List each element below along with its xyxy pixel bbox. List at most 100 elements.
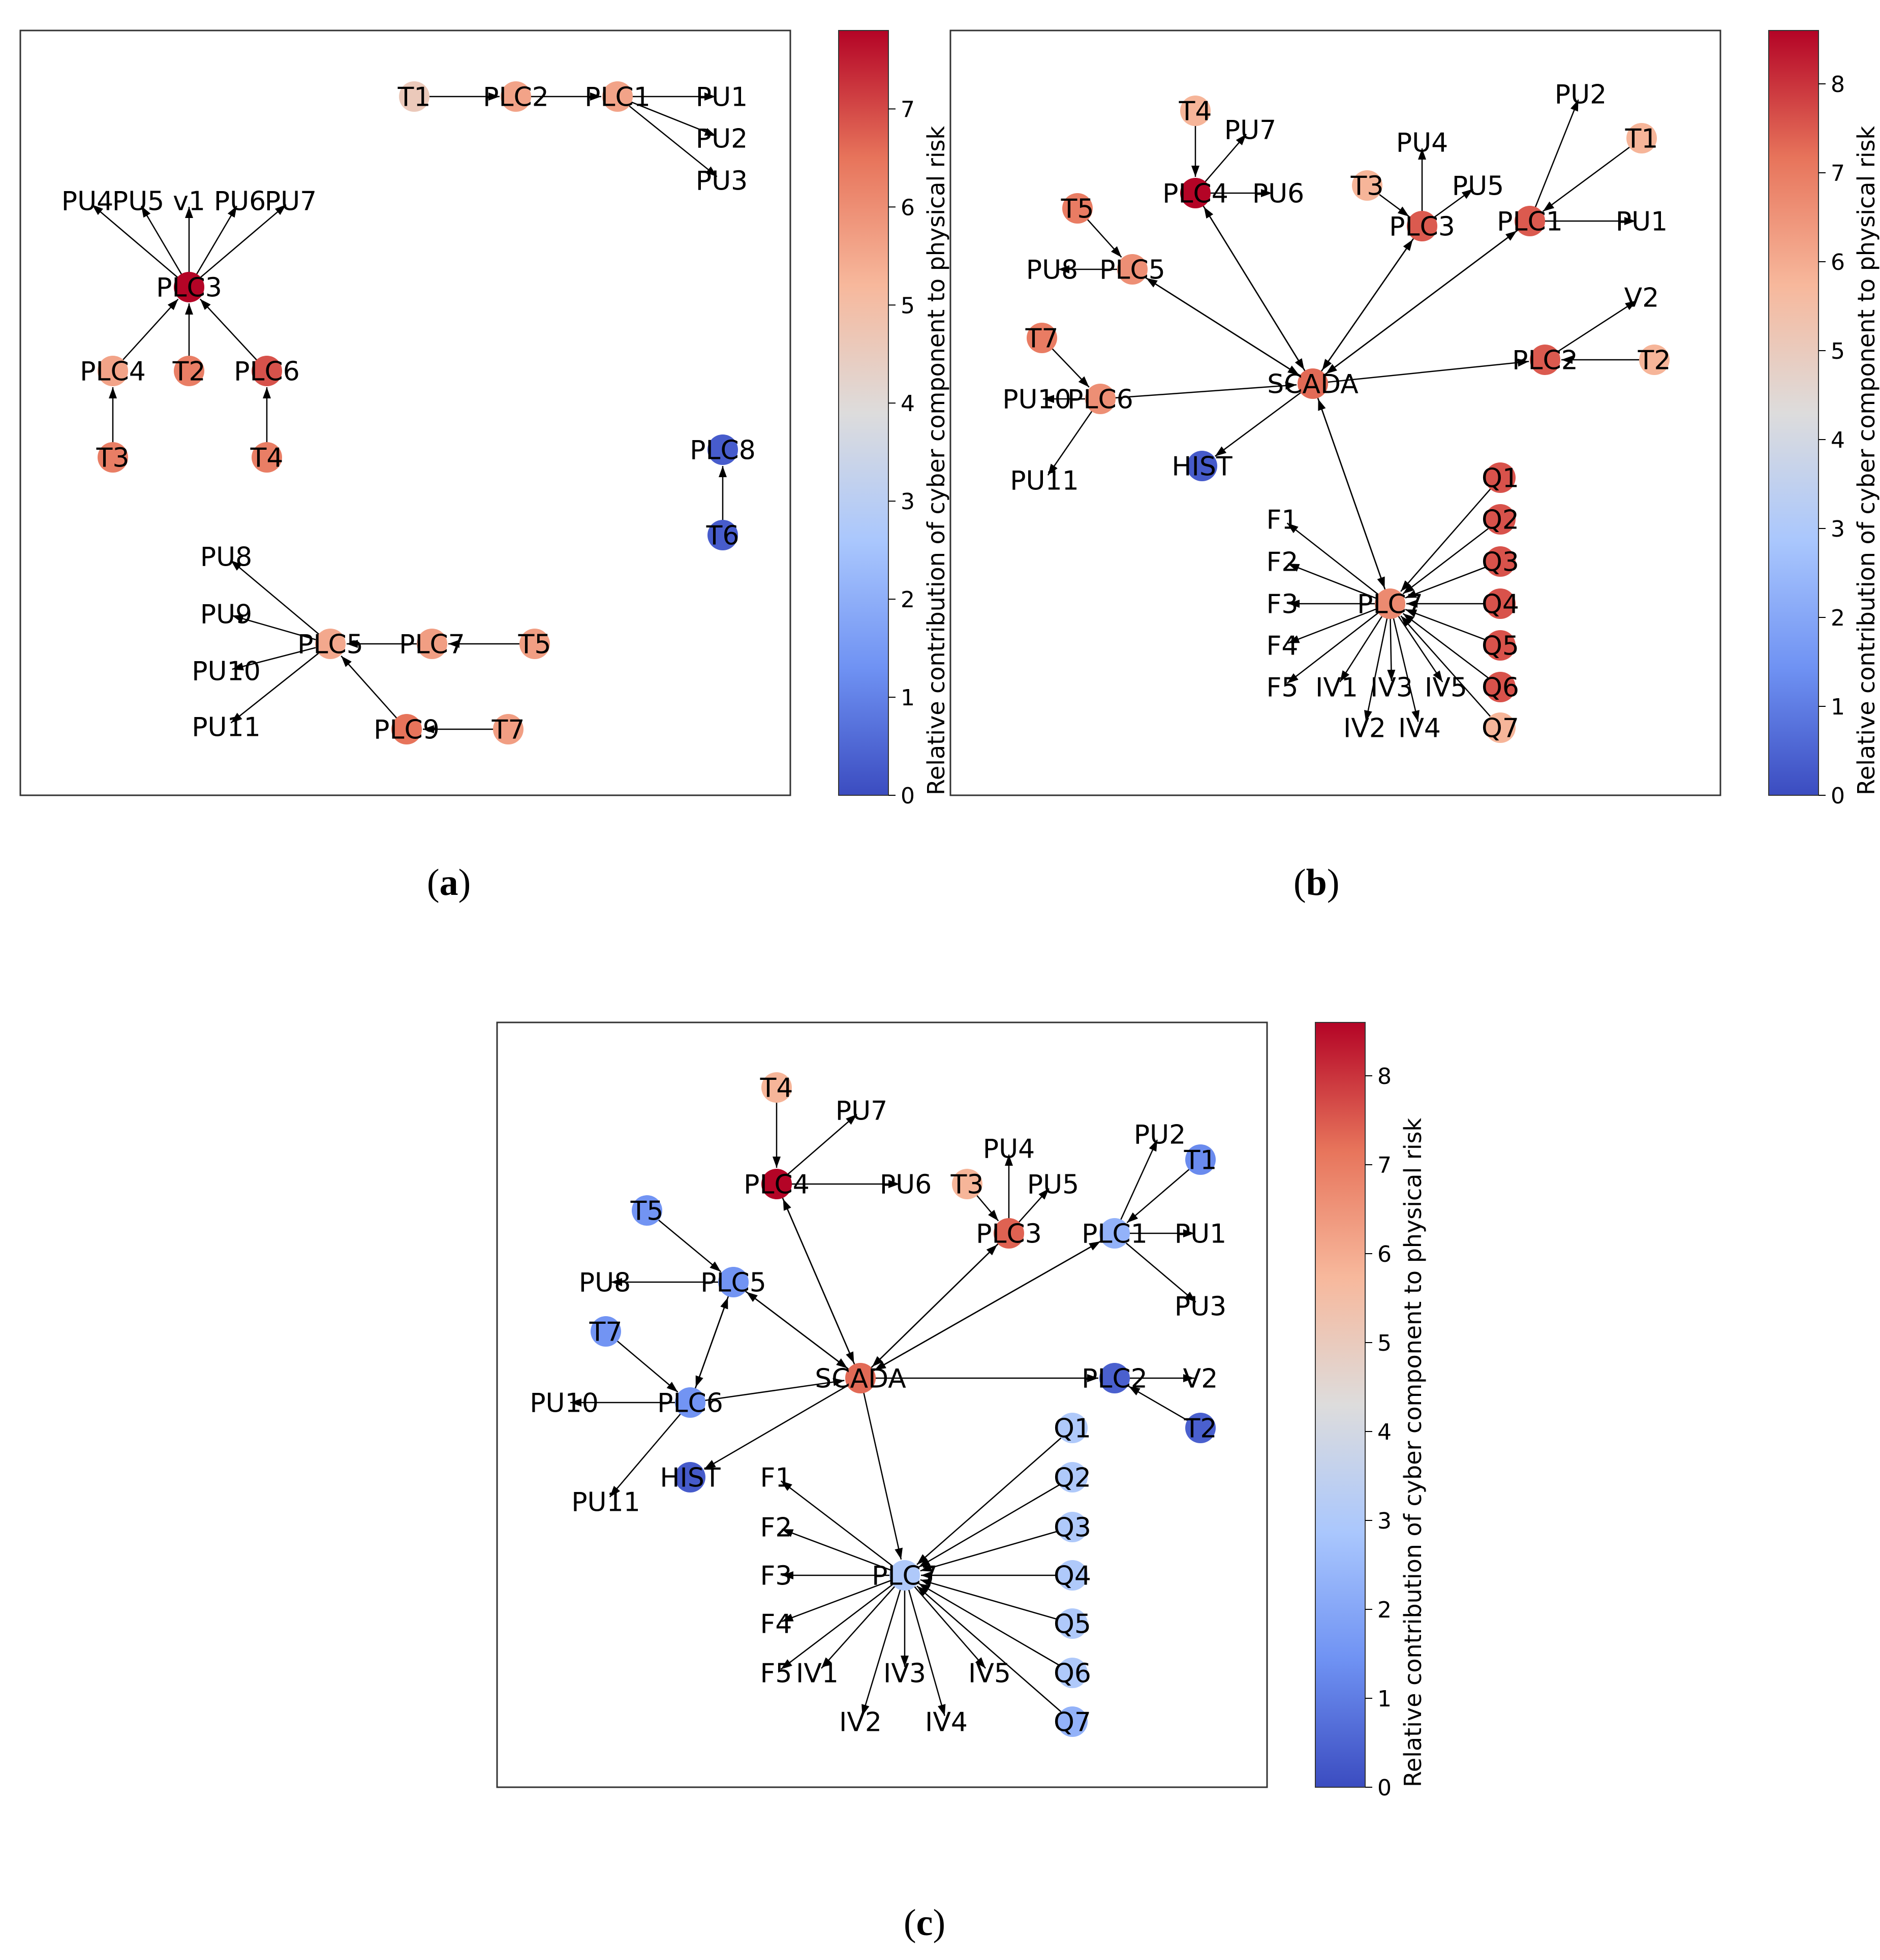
node-PLC5-label: PLC5 bbox=[297, 630, 363, 660]
node-PLC5-marker bbox=[1117, 254, 1148, 285]
node-PLC2-marker bbox=[1530, 345, 1560, 375]
node-PLC5-marker bbox=[315, 629, 346, 659]
colorbar-tick-label: 2 bbox=[901, 587, 915, 613]
node-T7-marker bbox=[1027, 323, 1057, 353]
node-T3-marker bbox=[98, 442, 128, 473]
node-T2-marker bbox=[1639, 345, 1670, 375]
colorbar-tick-label: 8 bbox=[1831, 72, 1845, 98]
edge-PLC6-to-PU11 bbox=[609, 1402, 691, 1498]
edge-PLC5-to-PU8 bbox=[230, 559, 331, 644]
node-PU10-label: PU10 bbox=[192, 657, 261, 687]
node-V2-label: V2 bbox=[1183, 1364, 1218, 1394]
edge-PLC7-to-IV2 bbox=[1364, 603, 1391, 722]
edge-PLC1-to-PU2 bbox=[1114, 1139, 1158, 1234]
node-PLC1-label: PLC1 bbox=[584, 82, 651, 113]
colorbar-tick-label: 2 bbox=[1831, 605, 1845, 631]
node-SCADA-label: SCADA bbox=[1267, 369, 1359, 400]
node-PU9-label: PU9 bbox=[200, 600, 253, 630]
node-F1-label: F1 bbox=[1267, 505, 1299, 536]
node-PLC4-label: PLC4 bbox=[1162, 179, 1228, 209]
node-T7-label: T7 bbox=[491, 715, 525, 745]
node-PU3-label: PU3 bbox=[1175, 1292, 1227, 1322]
node-IV5-label: IV5 bbox=[968, 1659, 1011, 1689]
node-Q4-marker bbox=[1485, 588, 1516, 619]
node-Q6-marker bbox=[1485, 672, 1516, 702]
node-SCADA-marker bbox=[845, 1363, 876, 1393]
colorbar-tick-label: 7 bbox=[1377, 1153, 1392, 1178]
edge-PLC7-to-F1 bbox=[1286, 522, 1391, 604]
node-T2-label: T2 bbox=[1638, 346, 1671, 376]
edge-Q6-to-PLC7 bbox=[918, 1583, 1073, 1674]
edge-PLC2-to-V2 bbox=[1545, 300, 1637, 361]
node-Q5-label: Q5 bbox=[1054, 1609, 1091, 1640]
node-PU7-label: PU7 bbox=[265, 186, 317, 217]
node-PLC3-label: PLC3 bbox=[156, 273, 222, 303]
node-Q6-marker bbox=[1057, 1658, 1088, 1688]
node-T5-marker bbox=[519, 629, 550, 659]
edge-PLC7-to-F5 bbox=[780, 1575, 905, 1670]
edge-PLC7-to-IV5 bbox=[1389, 603, 1443, 682]
colorbar-tick-label: 3 bbox=[901, 489, 915, 515]
edge-Q3-to-PLC7 bbox=[1405, 561, 1501, 599]
node-PLC8-label: PLC8 bbox=[690, 435, 756, 466]
edge-PLC6-to-PLC3 bbox=[199, 298, 267, 371]
node-PU5-label: PU5 bbox=[1452, 171, 1504, 202]
node-T5-label: T5 bbox=[630, 1196, 664, 1227]
node-T5-marker bbox=[1062, 193, 1093, 224]
node-T1-label: T1 bbox=[397, 82, 431, 113]
caption-b: (b) bbox=[1293, 862, 1340, 904]
edge-Q2-to-PLC7 bbox=[918, 1476, 1073, 1568]
node-Q4-marker bbox=[1057, 1560, 1088, 1591]
node-PU1-label: PU1 bbox=[1175, 1219, 1227, 1250]
edge-PLC5-to-PU10 bbox=[232, 643, 331, 671]
node-T5-marker bbox=[632, 1195, 662, 1226]
edge-PLC7-to-F2 bbox=[781, 1529, 905, 1576]
node-PLC7-marker bbox=[417, 629, 447, 659]
edge-Q3-to-PLC7 bbox=[920, 1526, 1073, 1572]
node-T5-label: T5 bbox=[1061, 194, 1094, 225]
edge-PLC1-to-SCADA bbox=[874, 1232, 1115, 1371]
edge-PLC6-to-PU11 bbox=[1047, 398, 1101, 476]
node-PU6-label: PU6 bbox=[1252, 179, 1305, 209]
node-PLC2-label: PLC2 bbox=[1512, 346, 1578, 376]
edge-PLC3-to-SCADA bbox=[872, 1233, 1009, 1367]
node-PU7-label: PU7 bbox=[836, 1096, 888, 1127]
edge-Q1-to-PLC7 bbox=[916, 1427, 1073, 1565]
colorbar-label: Relative contribution of cyber component… bbox=[1399, 1117, 1427, 1787]
node-F2-label: F2 bbox=[1267, 547, 1299, 578]
edge-PLC7-to-IV1 bbox=[1339, 603, 1391, 682]
node-F3-label: F3 bbox=[760, 1561, 792, 1592]
node-Q1-marker bbox=[1057, 1413, 1088, 1443]
colorbar: 0 1 2 3 4 5 6 7 8 Relative contribution of cyber … bbox=[1315, 1022, 1427, 1801]
node-T5-label: T5 bbox=[518, 630, 551, 660]
colorbar-tick-label: 6 bbox=[1831, 250, 1845, 275]
edge-Q6-to-PLC7 bbox=[1402, 613, 1501, 688]
node-Q7-marker bbox=[1485, 712, 1516, 743]
node-T4-label: T4 bbox=[1179, 97, 1212, 127]
node-PU7-label: PU7 bbox=[1224, 115, 1277, 146]
edge-PLC7-to-F2 bbox=[1287, 563, 1391, 605]
node-IV2-label: IV2 bbox=[1343, 713, 1386, 744]
node-PLC6-marker bbox=[252, 356, 282, 386]
node-F5-label: F5 bbox=[760, 1659, 792, 1689]
node-PLC2-label: PLC2 bbox=[483, 82, 549, 113]
colorbar-tick-label: 4 bbox=[1377, 1419, 1392, 1445]
node-T7-marker bbox=[493, 714, 523, 744]
colorbar-tick-label: 3 bbox=[1377, 1508, 1392, 1534]
edge-PLC3-to-SCADA bbox=[1321, 226, 1423, 371]
edge-PLC7-to-F1 bbox=[780, 1480, 905, 1576]
caption-c: (c) bbox=[904, 1902, 946, 1944]
edges bbox=[1041, 99, 1654, 728]
colorbar-tick-label: 5 bbox=[901, 293, 915, 319]
colorbar-tick-label: 1 bbox=[1831, 694, 1845, 720]
node-T1-label: T1 bbox=[1184, 1145, 1217, 1176]
node-IV1-label: IV1 bbox=[1315, 673, 1358, 703]
node-PLC6-label: PLC6 bbox=[1067, 385, 1133, 415]
node-PLC6-marker bbox=[675, 1387, 705, 1418]
colorbar-tick-label: 6 bbox=[901, 195, 915, 221]
colorbar-tick-label: 0 bbox=[901, 783, 915, 809]
node-PLC1-label: PLC1 bbox=[1082, 1219, 1148, 1250]
node-T3-label: T3 bbox=[950, 1170, 984, 1200]
